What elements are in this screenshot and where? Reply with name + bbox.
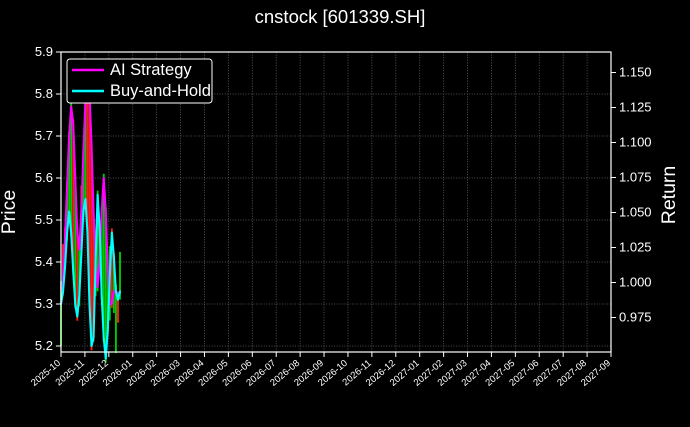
svg-text:1.000: 1.000: [619, 275, 652, 290]
svg-text:Buy-and-Hold: Buy-and-Hold: [110, 82, 211, 100]
svg-text:5.8: 5.8: [35, 86, 53, 101]
svg-text:cnstock [601339.SH]: cnstock [601339.SH]: [255, 6, 426, 27]
svg-text:1.100: 1.100: [619, 135, 652, 150]
svg-text:AI Strategy: AI Strategy: [110, 61, 192, 79]
svg-text:5.9: 5.9: [35, 44, 53, 59]
svg-text:5.6: 5.6: [35, 170, 53, 185]
svg-text:Return: Return: [658, 166, 680, 225]
svg-text:5.2: 5.2: [35, 338, 53, 353]
svg-text:1.125: 1.125: [619, 100, 652, 115]
svg-text:1.025: 1.025: [619, 240, 652, 255]
svg-text:5.4: 5.4: [35, 254, 53, 269]
svg-text:1.075: 1.075: [619, 170, 652, 185]
svg-text:5.7: 5.7: [35, 128, 53, 143]
svg-text:1.050: 1.050: [619, 205, 652, 220]
svg-text:0.975: 0.975: [619, 310, 652, 325]
svg-text:Price: Price: [0, 190, 20, 234]
svg-text:5.5: 5.5: [35, 212, 53, 227]
svg-text:5.3: 5.3: [35, 296, 53, 311]
svg-text:1.150: 1.150: [619, 65, 652, 80]
